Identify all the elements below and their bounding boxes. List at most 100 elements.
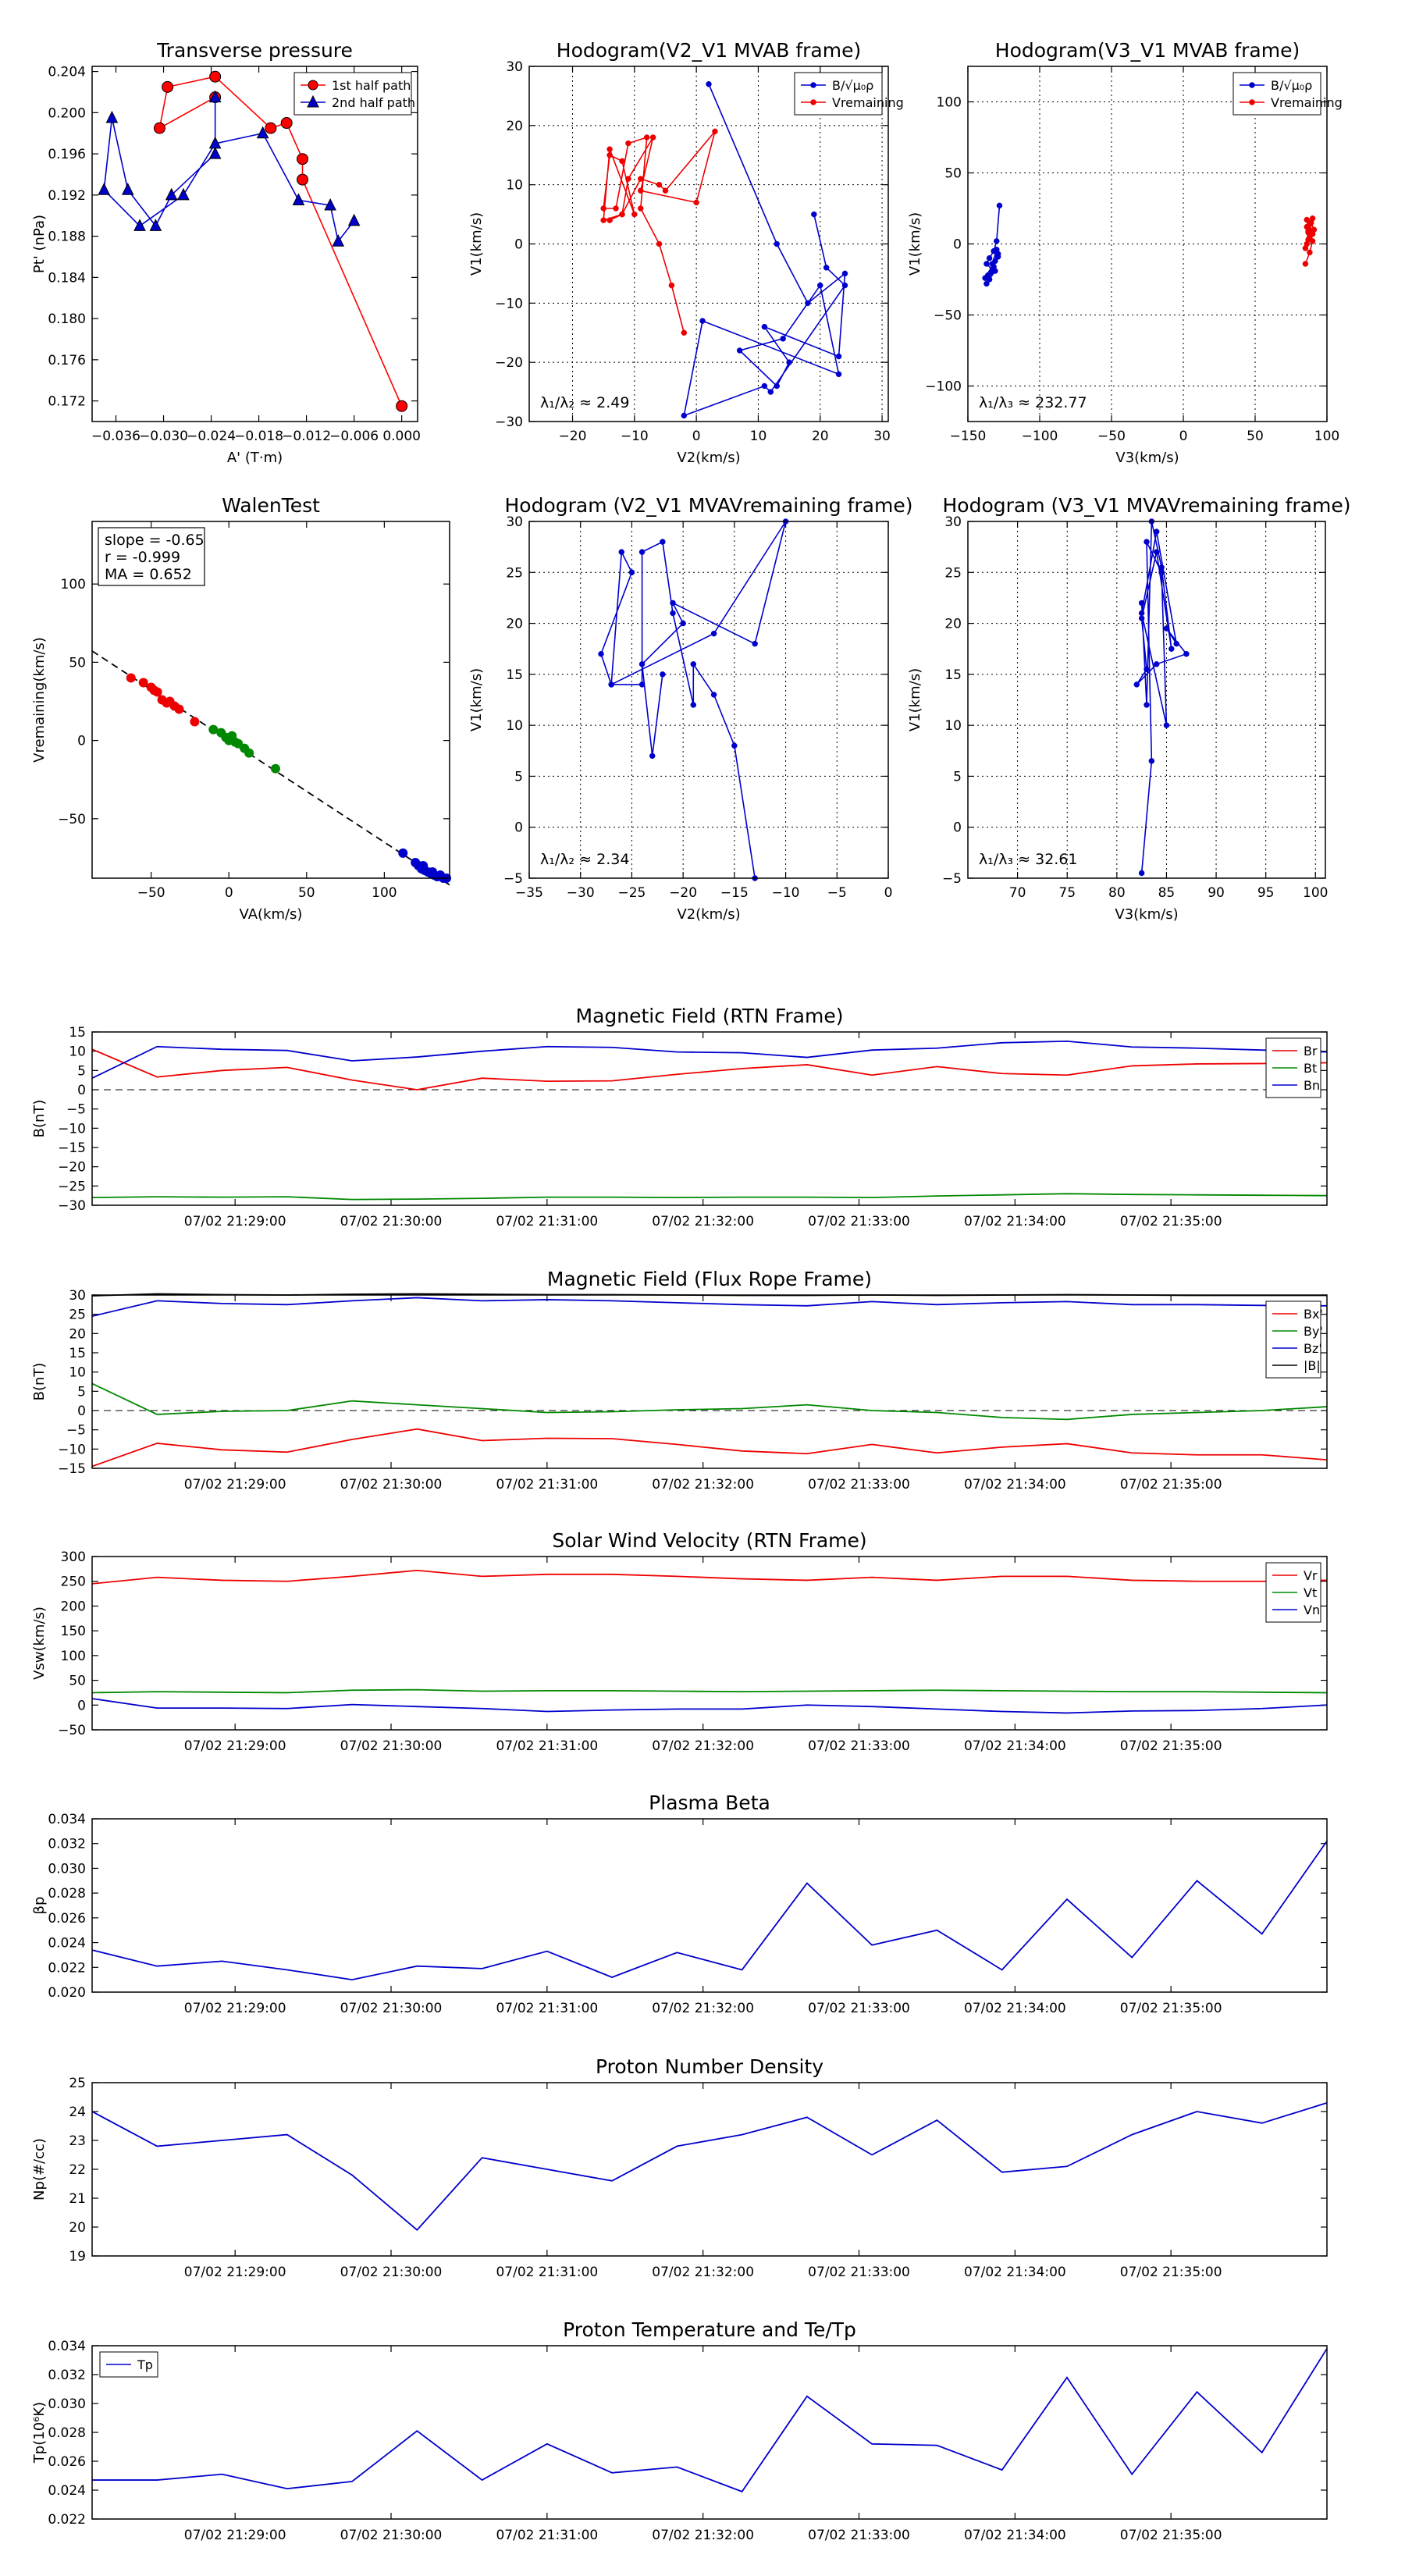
- series-line-Bt: [91, 1193, 1328, 1201]
- data-point: [994, 254, 1001, 260]
- x-tick-label: 07/02 21:32:00: [652, 1214, 754, 1229]
- data-point: [619, 158, 625, 165]
- data-point: [1153, 661, 1160, 667]
- data-point: [996, 202, 1003, 209]
- y-tick-label: 0: [953, 820, 962, 836]
- data-point: [841, 270, 848, 277]
- data-point: [810, 99, 816, 105]
- x-tick-label: 07/02 21:35:00: [1120, 2265, 1222, 2280]
- x-tick-label: 100: [1314, 429, 1339, 444]
- data-point: [1307, 221, 1313, 227]
- y-tick-label: −10: [58, 1121, 86, 1137]
- data-point: [244, 748, 254, 758]
- y-tick-label: 0.020: [48, 1985, 86, 2001]
- data-point: [265, 122, 277, 134]
- data-point: [710, 692, 717, 698]
- x-tick-label: −50: [137, 885, 165, 901]
- series-line-By: [91, 1382, 1328, 1421]
- y-tick-label: 0.030: [48, 2396, 86, 2412]
- data-point: [638, 681, 646, 688]
- chart-title: Magnetic Field (RTN Frame): [576, 1005, 844, 1027]
- chart-ts_tp: Proton Temperature and Te/Tp 0.022 0.024 0.…: [31, 2318, 1328, 2543]
- y-tick-label: 50: [69, 655, 86, 671]
- x-tick-label: 07/02 21:35:00: [1120, 1214, 1222, 1229]
- y-tick-label: 0.034: [48, 1812, 86, 1827]
- y-tick-label: 25: [944, 565, 962, 581]
- data-point: [680, 620, 686, 627]
- chart-title: Hodogram (V2_V1 MVAVremaining frame): [505, 494, 913, 517]
- series-line-Vt: [91, 1688, 1328, 1694]
- data-point: [618, 549, 625, 555]
- data-point: [752, 640, 758, 647]
- series-line-Tp: [92, 2348, 1328, 2492]
- data-point: [656, 240, 663, 247]
- data-point: [280, 117, 293, 130]
- y-tick-label: 0.028: [48, 2425, 86, 2441]
- data-point: [1249, 82, 1255, 88]
- y-tick-label: −50: [934, 308, 962, 324]
- x-tick-label: 07/02 21:35:00: [1120, 1477, 1222, 1493]
- data-point: [1249, 99, 1255, 105]
- y-tick-label: 5: [77, 1384, 86, 1400]
- chart-tp: Transverse pressure−0.036−0.030−0.024−0.…: [31, 39, 421, 466]
- y-axis-label: V1(km/s): [468, 668, 485, 731]
- y-tick-label: 0: [77, 1698, 86, 1713]
- data-point: [600, 205, 606, 212]
- y-tick-label: 0: [77, 734, 86, 749]
- data-point: [986, 276, 993, 283]
- x-tick-label: −0.018: [234, 429, 283, 444]
- x-tick-label: −35: [515, 885, 543, 901]
- data-point: [690, 661, 697, 667]
- y-tick-label: 10: [944, 718, 962, 734]
- data-point: [660, 539, 666, 545]
- data-point: [152, 687, 162, 697]
- chart-ts_vsw: Solar Wind Velocity (RTN Frame) −50 0 50 100…: [31, 1529, 1328, 1754]
- stats-line: MA = 0.652: [105, 566, 192, 583]
- data-point: [1138, 615, 1145, 621]
- data-point: [608, 681, 614, 688]
- data-point: [162, 80, 174, 93]
- axes-frame: [91, 521, 450, 879]
- x-tick-label: 50: [1247, 429, 1264, 444]
- y-tick-label: 0.028: [48, 1886, 86, 1902]
- legend-label: B/√μ₀ρ: [1271, 78, 1312, 93]
- eigen-ratio-annotation: λ₁/λ₂ ≈ 2.49: [540, 394, 629, 411]
- y-tick-label: 23: [69, 2133, 86, 2149]
- y-tick-label: 30: [944, 514, 962, 530]
- x-tick-label: 07/02 21:31:00: [496, 2001, 598, 2016]
- y-tick-label: 10: [506, 718, 523, 734]
- axes-frame: [91, 1294, 1328, 1469]
- data-point: [693, 199, 699, 206]
- x-tick-label: 07/02 21:30:00: [340, 1477, 443, 1493]
- legend: B/√μ₀ρ Vremaining: [794, 72, 904, 116]
- series-line-B: [683, 84, 846, 417]
- x-tick-label: −10: [621, 429, 649, 444]
- x-axis-label: V2(km/s): [677, 906, 740, 923]
- chart-title: Hodogram (V3_V1 MVAVremaining frame): [943, 494, 1351, 517]
- x-tick-label: 07/02 21:34:00: [964, 1214, 1066, 1229]
- data-point: [706, 81, 712, 87]
- y-tick-label: 0: [514, 820, 523, 836]
- stats-box-frame: [98, 527, 205, 586]
- data-point: [638, 661, 646, 667]
- data-point: [347, 213, 361, 226]
- data-point: [190, 717, 200, 727]
- axes-frame: [528, 521, 889, 879]
- x-tick-label: −150: [950, 429, 987, 444]
- y-tick-label: 0.022: [48, 2512, 86, 2528]
- chart-ts_mag_rtn: Magnetic Field (RTN Frame) −30 −25 −20 −15 −1…: [31, 1005, 1328, 1229]
- y-tick-label: 0.176: [48, 353, 86, 368]
- series-line-Bz: [91, 1297, 1328, 1318]
- data-point: [256, 126, 269, 139]
- y-tick-label: 22: [69, 2162, 86, 2178]
- legend-label: Tp: [137, 2357, 153, 2372]
- data-point: [297, 153, 309, 165]
- x-tick-label: 07/02 21:30:00: [340, 1738, 443, 1754]
- y-tick-label: 5: [77, 1063, 86, 1079]
- x-tick-label: −10: [772, 885, 800, 901]
- legend-label: Vremaining: [832, 95, 904, 110]
- data-point: [638, 205, 644, 212]
- y-axis-label: B(nT): [31, 1100, 48, 1138]
- data-point: [606, 146, 613, 152]
- legend-label: Vn: [1304, 1603, 1320, 1617]
